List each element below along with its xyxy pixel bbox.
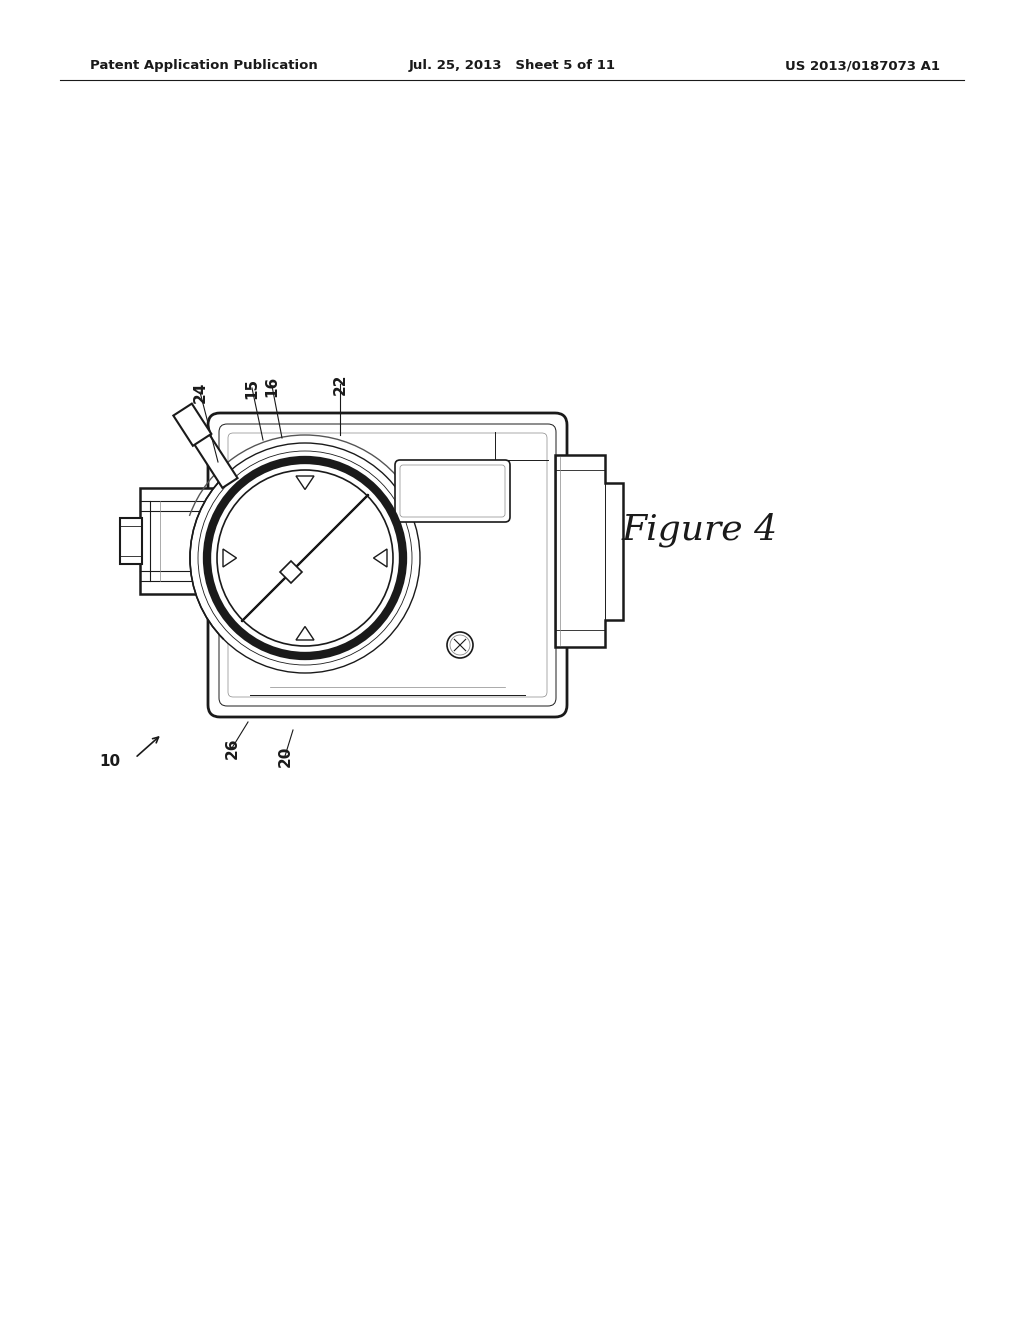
Text: US 2013/0187073 A1: US 2013/0187073 A1 — [785, 59, 940, 73]
Polygon shape — [555, 455, 623, 647]
FancyBboxPatch shape — [208, 413, 567, 717]
Polygon shape — [280, 561, 302, 583]
Circle shape — [207, 459, 403, 656]
Text: Jul. 25, 2013   Sheet 5 of 11: Jul. 25, 2013 Sheet 5 of 11 — [409, 59, 615, 73]
Text: 24: 24 — [193, 381, 208, 403]
Text: 22: 22 — [333, 374, 347, 395]
Polygon shape — [180, 413, 238, 488]
FancyBboxPatch shape — [395, 459, 510, 521]
Bar — [140, 488, 225, 594]
Text: 10: 10 — [99, 755, 121, 770]
Circle shape — [190, 444, 420, 673]
Text: 20: 20 — [278, 746, 293, 767]
Circle shape — [198, 451, 412, 665]
Polygon shape — [242, 495, 369, 622]
Circle shape — [217, 470, 393, 645]
Text: 26: 26 — [224, 738, 240, 759]
Polygon shape — [173, 404, 211, 446]
Text: Figure 4: Figure 4 — [622, 512, 778, 548]
Text: Patent Application Publication: Patent Application Publication — [90, 59, 317, 73]
Text: 16: 16 — [264, 375, 280, 396]
Text: 15: 15 — [245, 378, 259, 399]
Bar — [120, 517, 142, 564]
Circle shape — [447, 632, 473, 657]
